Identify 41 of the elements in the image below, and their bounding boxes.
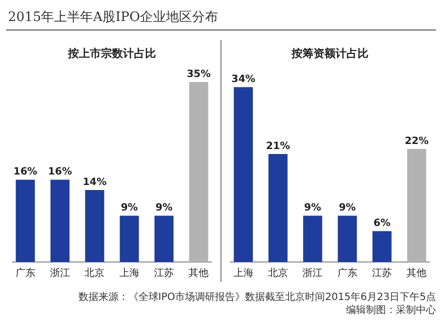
x-tick-label: 广东 — [337, 267, 358, 279]
data-label: 16% — [48, 166, 72, 178]
x-tick-label: 江苏 — [154, 267, 174, 279]
bar — [268, 154, 288, 262]
x-tick-label: 广东 — [15, 267, 36, 279]
bar — [120, 216, 139, 262]
data-label: 9% — [156, 202, 172, 214]
bar — [338, 216, 357, 262]
bar — [16, 180, 35, 262]
bar — [372, 231, 392, 262]
x-tick-label: 其他 — [406, 267, 427, 279]
data-label: 22% — [404, 136, 429, 147]
data-label: 16% — [13, 166, 38, 178]
data-label: 14% — [82, 177, 107, 188]
x-tick-label: 其他 — [188, 267, 209, 279]
x-tick-label: 浙江 — [50, 267, 70, 279]
x-tick-label: 江苏 — [372, 267, 392, 279]
chart-title: 按筹资额计占比 — [290, 47, 368, 60]
source-note: 数据来源：《全球IPO市场调研报告》数据截至北京时间2015年6月23日下午5点 — [78, 291, 436, 303]
x-tick-label: 北京 — [268, 267, 288, 279]
data-label: 9% — [304, 202, 322, 214]
data-label: 21% — [266, 141, 290, 152]
bar — [154, 216, 174, 262]
chart-title: 按上市宗数计占比 — [67, 47, 156, 60]
text: 编辑制图：采制中心 — [346, 304, 436, 316]
x-tick-label: 北京 — [84, 267, 105, 279]
bar — [50, 180, 70, 262]
data-label: 35% — [186, 69, 211, 80]
x-tick-label: 上海 — [233, 267, 254, 279]
bar — [234, 87, 253, 262]
x-tick-label: 上海 — [119, 267, 140, 279]
data-label: 6% — [374, 218, 390, 230]
bar — [303, 216, 322, 262]
text: 2015年上半年A股IPO企业地区分布 — [8, 10, 218, 25]
data-label: 34% — [231, 74, 256, 86]
x-tick-label: 浙江 — [302, 267, 323, 279]
bar — [189, 82, 208, 262]
data-label: 9% — [120, 202, 138, 214]
bar — [407, 148, 426, 262]
bar — [85, 190, 104, 262]
data-label: 9% — [338, 202, 356, 214]
